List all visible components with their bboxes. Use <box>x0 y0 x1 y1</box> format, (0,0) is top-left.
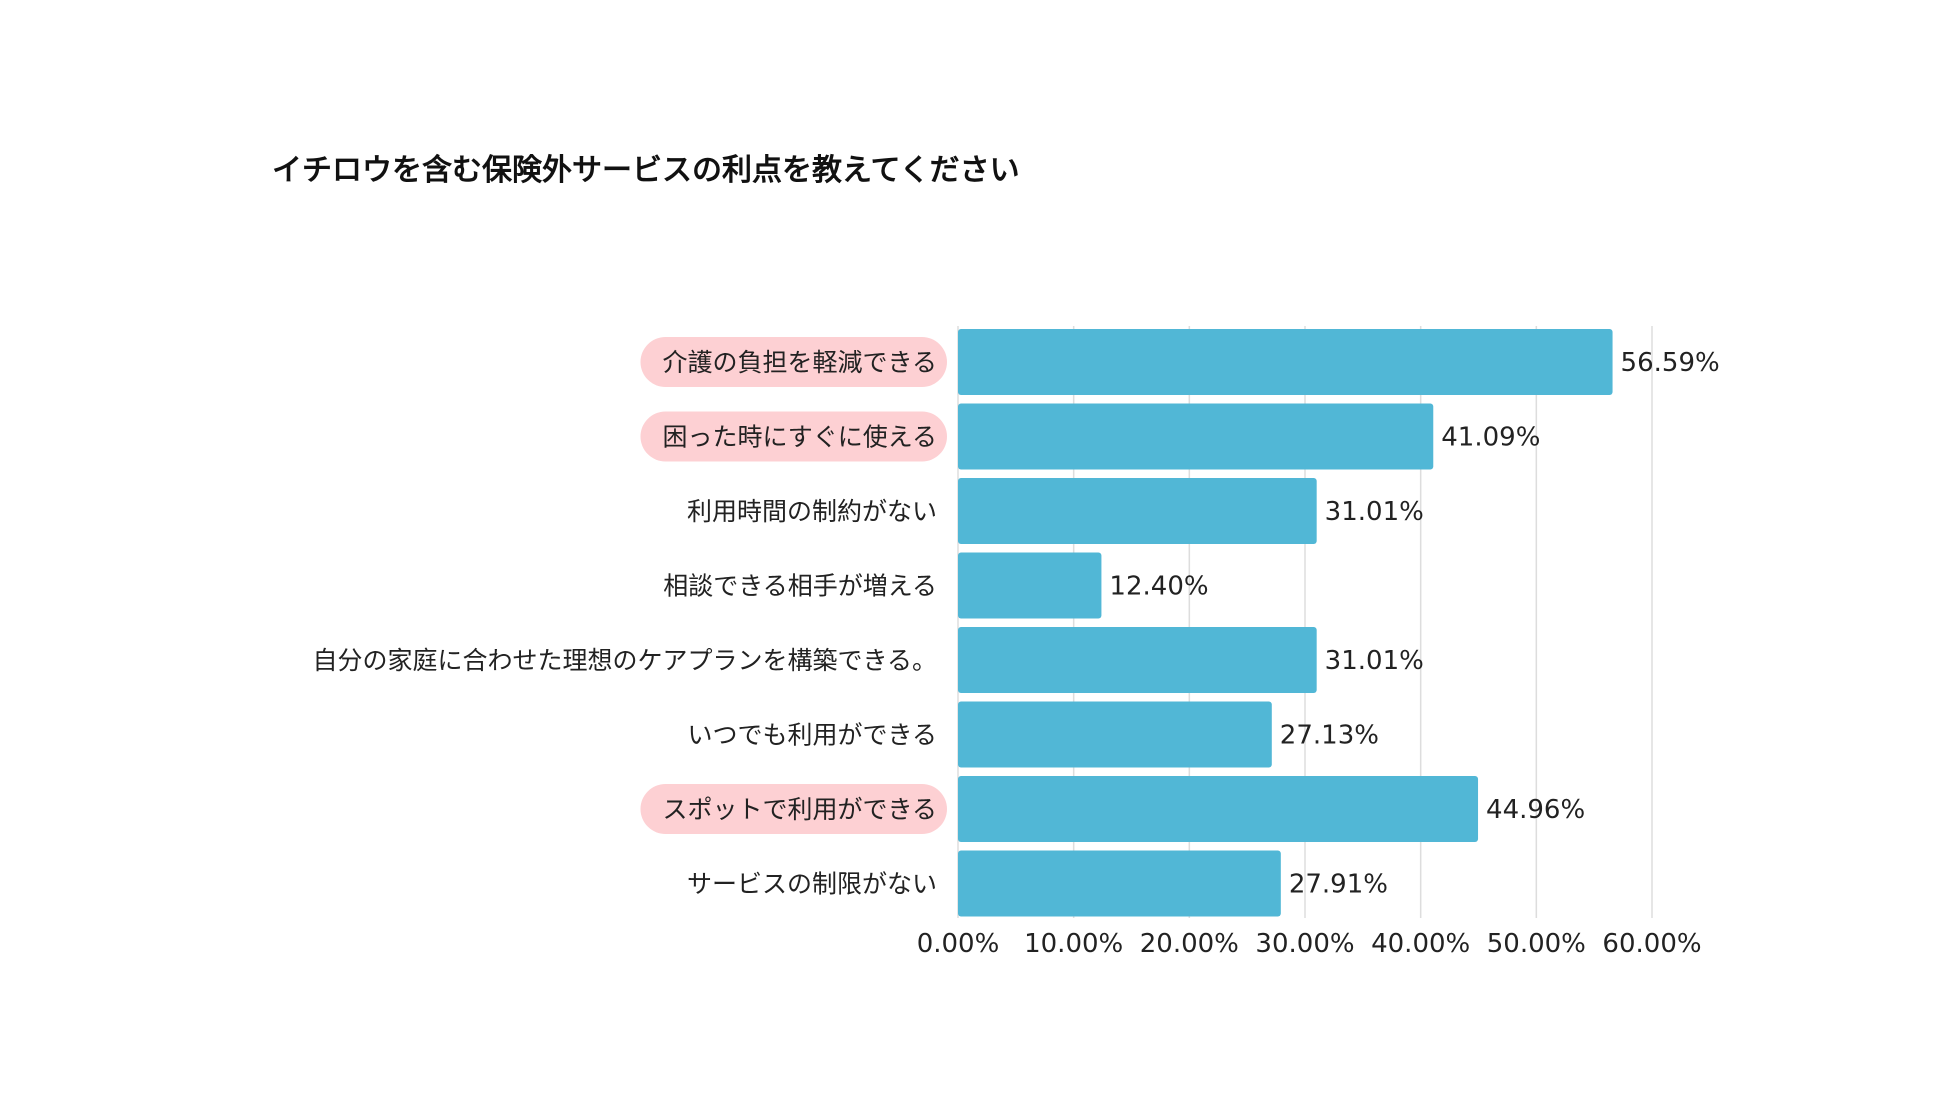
bar <box>958 850 1281 917</box>
bar <box>958 552 1102 619</box>
chart-title: イチロウを含む保険外サービスの利点を教えてください <box>272 153 1020 188</box>
category-label: いつでも利用ができる <box>687 721 937 750</box>
bar-value-label: 41.09% <box>1441 423 1540 453</box>
x-tick-label: 40.00% <box>1371 929 1470 959</box>
bar-value-label: 12.40% <box>1109 572 1208 602</box>
x-tick-label: 60.00% <box>1602 929 1701 959</box>
bar <box>958 329 1613 395</box>
x-tick-label: 20.00% <box>1140 929 1239 959</box>
category-label: スポットで利用ができる <box>662 795 937 824</box>
bar-value-label: 56.59% <box>1621 348 1720 378</box>
category-highlight <box>640 784 947 834</box>
x-tick-label: 30.00% <box>1255 929 1354 959</box>
category-label: サービスの制限がない <box>687 870 937 899</box>
x-tick-label: 0.00% <box>917 929 1000 959</box>
bar-value-label: 27.91% <box>1289 870 1388 900</box>
bar-value-label: 31.01% <box>1325 497 1424 527</box>
category-highlight <box>640 337 947 387</box>
x-tick-label: 50.00% <box>1487 929 1586 959</box>
bar-value-label: 44.96% <box>1486 795 1585 825</box>
category-label: 自分の家庭に合わせた理想のケアプランを構築できる。 <box>312 646 937 675</box>
bar <box>958 403 1434 470</box>
category-highlight <box>640 411 947 462</box>
category-label: 相談できる相手が増える <box>663 572 937 601</box>
bar-value-label: 27.13% <box>1280 721 1379 751</box>
x-tick-label: 10.00% <box>1024 929 1123 959</box>
bar <box>958 776 1479 842</box>
bar <box>958 478 1317 544</box>
bar <box>958 627 1317 693</box>
category-label: 介護の負担を軽減できる <box>662 348 937 377</box>
category-label: 利用時間の制約がない <box>687 497 937 526</box>
bar <box>958 701 1272 768</box>
bar-value-label: 31.01% <box>1325 646 1424 676</box>
category-label: 困った時にすぐに使える <box>662 423 937 452</box>
